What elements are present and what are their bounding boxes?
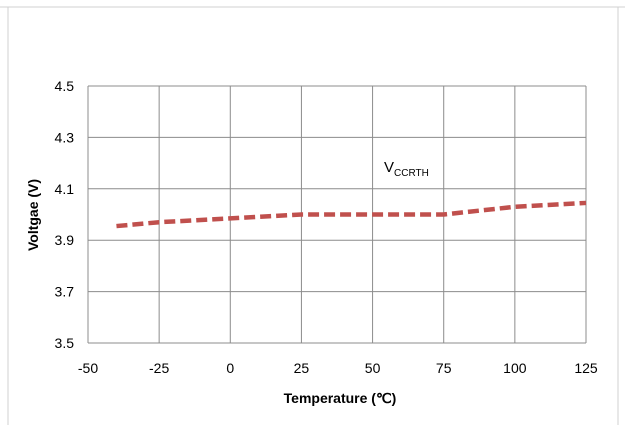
y-tick-label: 4.1 xyxy=(55,181,75,197)
y-tick-label: 3.9 xyxy=(55,232,75,248)
plot-grid xyxy=(87,85,587,344)
y-axis-title: Voltgae (V) xyxy=(25,179,41,251)
x-tick-label: 75 xyxy=(436,360,452,376)
y-tick-label: 4.5 xyxy=(55,78,75,94)
x-tick-label: 50 xyxy=(365,360,381,376)
annotation-main: V xyxy=(384,159,394,176)
x-axis-title: Temperature (℃) xyxy=(284,390,397,406)
x-tick-label: -50 xyxy=(78,360,98,376)
x-tick-label: 0 xyxy=(226,360,234,376)
y-tick-label: 3.7 xyxy=(55,284,75,300)
y-axis-ticks: 3.5 3.7 3.9 4.1 4.3 4.5 xyxy=(55,78,75,351)
y-tick-label: 4.3 xyxy=(55,129,75,145)
series-line xyxy=(116,200,587,229)
x-axis-ticks: -50 -25 0 25 50 75 100 125 xyxy=(78,360,598,376)
x-tick-label: -25 xyxy=(149,360,169,376)
annotation-subscript: CCRTH xyxy=(394,168,429,179)
y-tick-label: 3.5 xyxy=(55,335,75,351)
series-layer xyxy=(116,200,587,229)
series-annotation: VCCRTH xyxy=(384,159,429,179)
x-tick-label: 25 xyxy=(294,360,310,376)
x-tick-label: 100 xyxy=(503,360,527,376)
x-tick-label: 125 xyxy=(574,360,598,376)
